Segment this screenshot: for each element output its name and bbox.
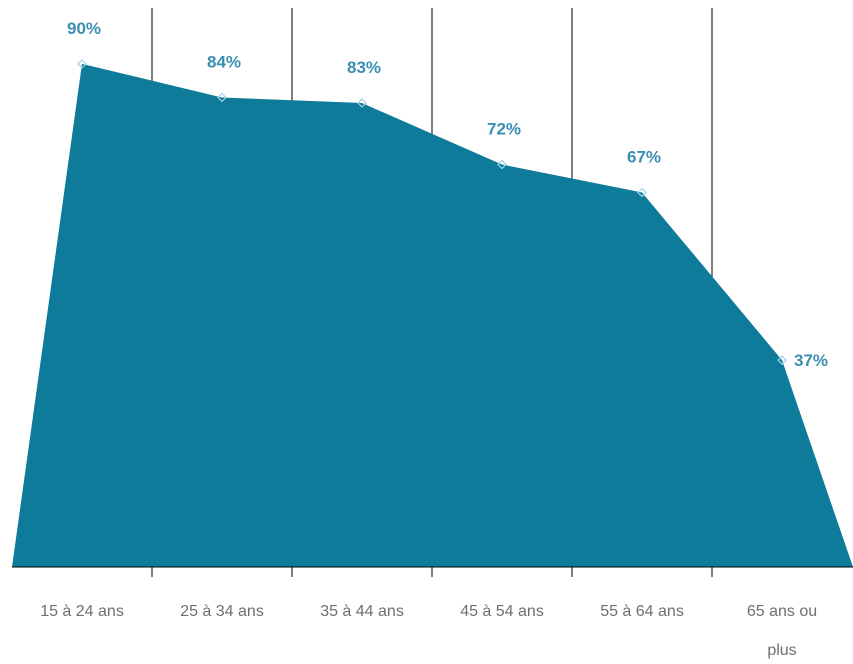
value-labels: 90% 84% 83% 72% 67% 37% [67,19,828,370]
x-tick-label: 15 à 24 ans [40,603,124,620]
data-label: 90% [67,19,101,38]
x-tick-label: 55 à 64 ans [600,603,684,620]
data-point-marker [357,98,367,108]
data-point-marker [77,59,87,69]
data-point-marker [637,187,647,198]
data-point-marker [777,355,787,366]
x-tick-label: 65 ans ou plus [747,603,817,659]
data-label: 67% [627,147,661,166]
data-label: 84% [207,52,241,71]
data-markers [77,59,787,366]
area-series [12,63,853,568]
data-point-marker [497,159,507,170]
data-label: 83% [347,58,381,77]
x-tick-label: 25 à 34 ans [180,603,264,620]
category-labels: 15 à 24 ans 25 à 34 ans 35 à 44 ans 45 à 54… [40,603,817,659]
data-point-marker [217,92,227,103]
data-label: 37% [794,351,828,370]
data-label: 72% [487,120,521,139]
x-ticks [151,567,713,577]
x-tick-label: 35 à 44 ans [320,603,404,620]
x-tick-label: 45 à 54 ans [460,603,544,620]
